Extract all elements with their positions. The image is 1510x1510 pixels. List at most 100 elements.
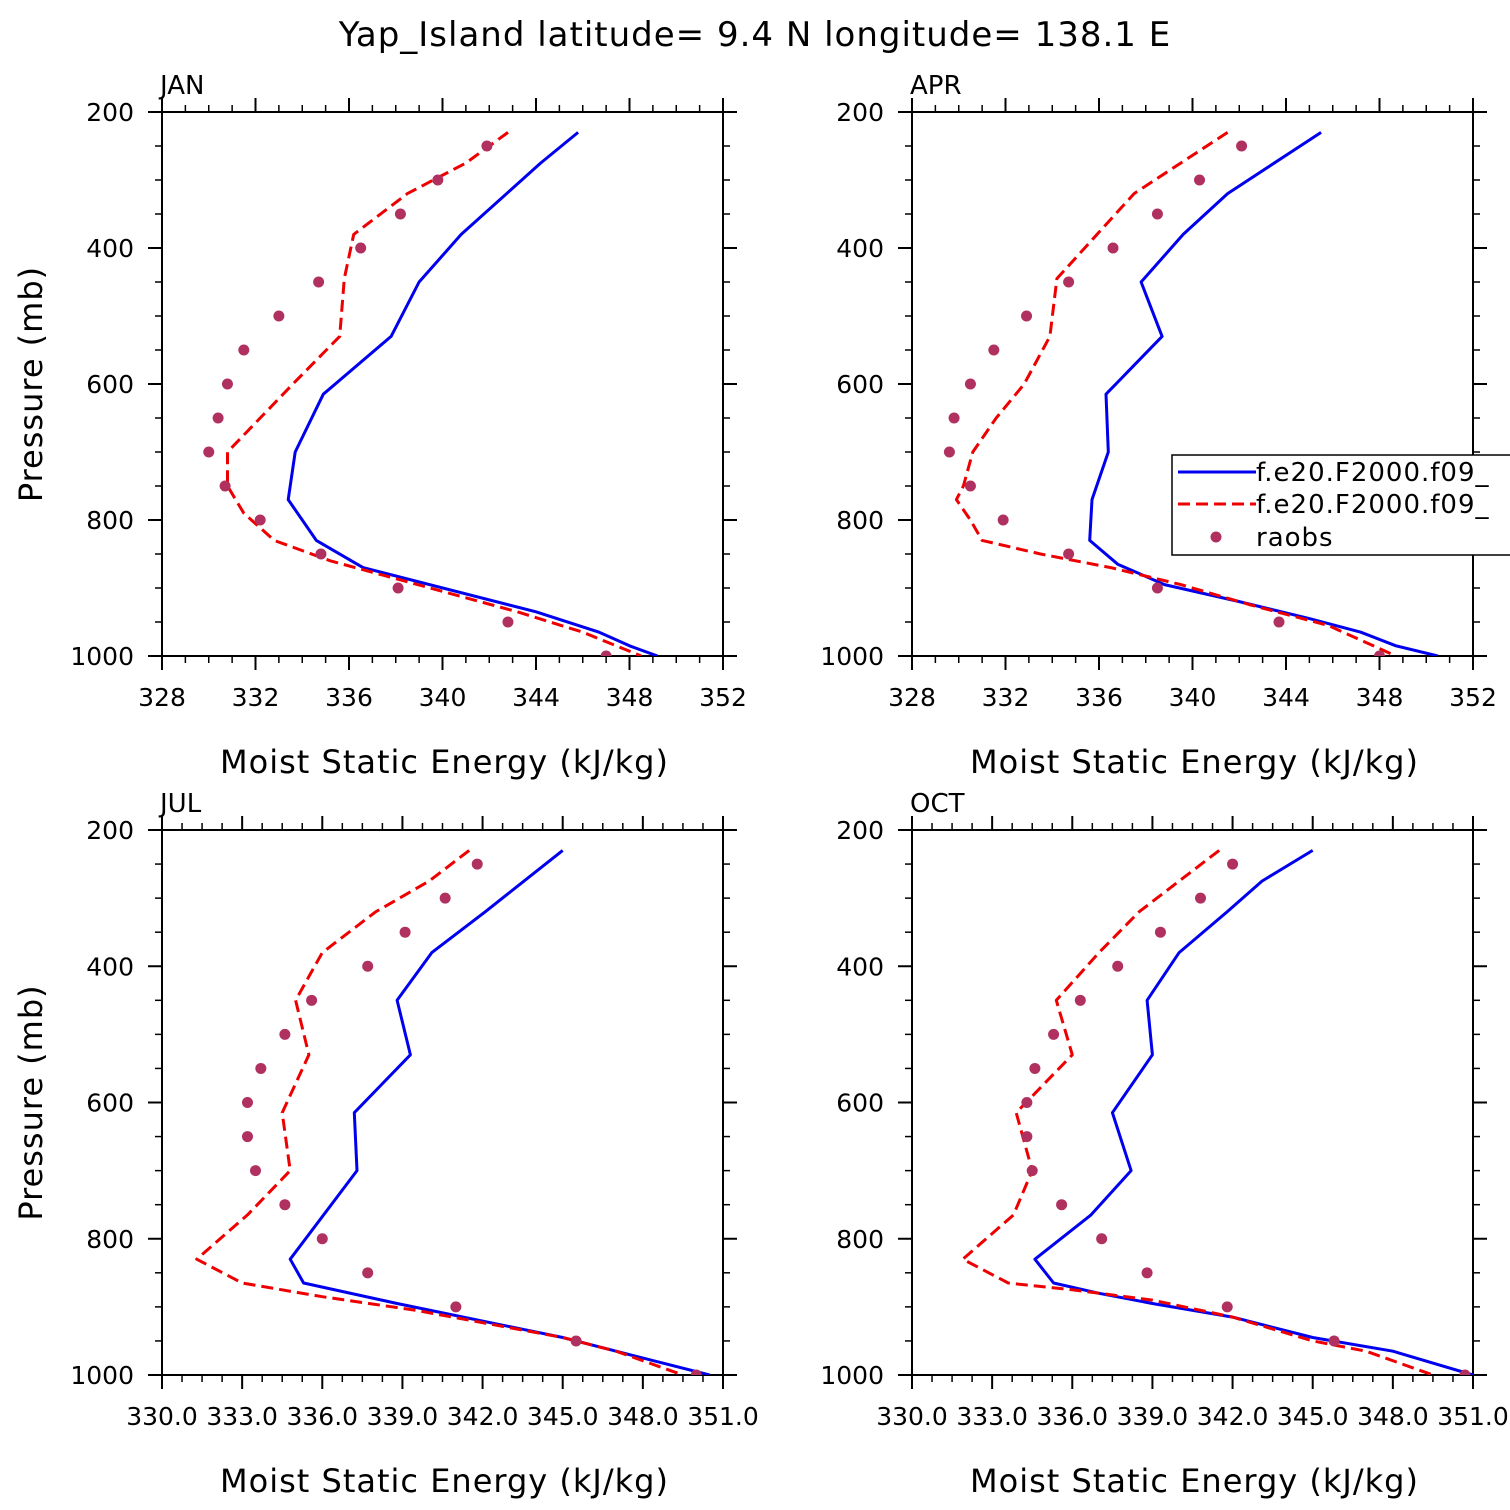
- x-tick-label: 351.0: [1437, 1402, 1509, 1431]
- raobs-point: [432, 174, 444, 186]
- raobs-point: [316, 1233, 328, 1245]
- y-tick-label: 1000: [70, 1361, 134, 1390]
- x-tick-label: 348: [606, 683, 654, 712]
- series-line-solid: [1033, 849, 1473, 1375]
- x-tick-label: 342.0: [447, 1402, 519, 1431]
- raobs-point: [1227, 858, 1239, 870]
- y-tick-label: 800: [86, 506, 134, 535]
- raobs-point: [1221, 1301, 1233, 1313]
- raobs-point: [1021, 310, 1033, 322]
- data-layer: [203, 131, 659, 656]
- raobs-point: [1021, 1097, 1033, 1108]
- x-tick-label: 339.0: [367, 1402, 439, 1431]
- x-tick-label: 336.0: [286, 1402, 358, 1431]
- y-tick-label: 1000: [70, 642, 134, 671]
- x-tick-label: 352: [1449, 683, 1497, 712]
- x-tick-label: 351.0: [687, 1402, 759, 1431]
- y-tick-label: 1000: [820, 1361, 884, 1390]
- x-tick-label: 344: [1262, 683, 1310, 712]
- plot-frame: [161, 111, 724, 657]
- panel-oct: OCT 330.0 333.0 336.0 339.0 342.0 345.0 348.0 35…: [820, 789, 1508, 1500]
- series-line-solid: [286, 131, 659, 656]
- raobs-point: [279, 1028, 291, 1040]
- raobs-point: [315, 548, 327, 560]
- x-tick-label: 345.0: [1277, 1402, 1349, 1431]
- raobs-point: [943, 446, 955, 458]
- raobs-point: [1048, 1028, 1060, 1040]
- x-tick-label: 340: [419, 683, 467, 712]
- legend-label-dashed: f.e20.F2000.f09_: [1256, 490, 1490, 520]
- y-tick-label: 200: [836, 98, 884, 127]
- raobs-point: [392, 582, 404, 594]
- y-axis-title: Pressure (mb): [12, 266, 50, 502]
- raobs-point: [241, 1097, 253, 1108]
- raobs-point: [1029, 1062, 1041, 1074]
- series-line-solid: [288, 849, 710, 1375]
- panel-title: APR: [910, 71, 962, 101]
- raobs-point: [1194, 174, 1206, 186]
- legend-label-raobs: raobs: [1256, 523, 1334, 553]
- raobs-point: [439, 892, 451, 904]
- raobs-point: [1026, 1165, 1038, 1177]
- raobs-point: [481, 140, 493, 152]
- y-tick-label: 1000: [820, 642, 884, 671]
- y-tick-label: 200: [86, 816, 134, 845]
- raobs-point: [254, 514, 266, 526]
- y-tick-label: 600: [836, 370, 884, 399]
- x-tick-label: 336: [1075, 683, 1123, 712]
- x-tick-label: 328: [888, 683, 936, 712]
- raobs-point: [1151, 582, 1163, 594]
- raobs-point: [273, 310, 285, 322]
- x-tick-label: 344: [512, 683, 560, 712]
- x-tick-label: 330.0: [126, 1402, 198, 1431]
- raobs-point: [399, 926, 411, 938]
- raobs-point: [219, 480, 231, 492]
- x-tick-label: 339.0: [1117, 1402, 1189, 1431]
- figure-title: Yap_Island latitude= 9.4 N longitude= 13…: [338, 15, 1171, 55]
- y-tick-label: 600: [836, 1089, 884, 1118]
- raobs-point: [1063, 548, 1075, 560]
- raobs-point: [502, 616, 514, 628]
- raobs-point: [394, 208, 406, 220]
- y-tick-label: 600: [86, 370, 134, 399]
- x-tick-label: 352: [699, 683, 747, 712]
- raobs-point: [306, 994, 318, 1006]
- raobs-point: [279, 1199, 291, 1211]
- y-tick-label: 200: [836, 816, 884, 845]
- x-tick-label: 333.0: [956, 1402, 1028, 1431]
- legend-swatch-dots: [1210, 531, 1222, 543]
- raobs-point: [1374, 650, 1385, 656]
- y-axis-title: Pressure (mb): [12, 984, 50, 1220]
- raobs-point: [1154, 926, 1166, 938]
- series-line-dashed: [195, 849, 684, 1375]
- data-layer: [195, 849, 710, 1375]
- series-line-dashed: [954, 131, 1397, 656]
- x-axis-title: Moist Static Energy (kJ/kg): [220, 1462, 669, 1500]
- panel-jan: JAN 328 332 336 340 344 348 352 200 400 600 800 1000…: [12, 71, 747, 781]
- x-tick-label: 345.0: [527, 1402, 599, 1431]
- raobs-point: [362, 1267, 374, 1279]
- raobs-point: [1236, 140, 1248, 152]
- raobs-point: [250, 1165, 261, 1177]
- y-tick-label: 600: [86, 1089, 134, 1118]
- raobs-point: [1141, 1267, 1153, 1279]
- raobs-point: [212, 412, 224, 424]
- x-tick-label: 342.0: [1197, 1402, 1269, 1431]
- y-tick-label: 400: [86, 952, 134, 981]
- raobs-point: [203, 446, 215, 458]
- panel-title: JAN: [158, 71, 204, 101]
- x-tick-label: 333.0: [206, 1402, 278, 1431]
- raobs-point: [313, 276, 325, 288]
- raobs-point: [1056, 1199, 1068, 1211]
- x-axis-title: Moist Static Energy (kJ/kg): [970, 1462, 1419, 1500]
- series-line-dashed: [961, 849, 1434, 1375]
- raobs-point: [1063, 276, 1075, 288]
- plot-frame: [911, 829, 1474, 1376]
- raobs-point: [450, 1301, 462, 1313]
- raobs-point: [221, 378, 233, 390]
- x-tick-label: 348.0: [1357, 1402, 1429, 1431]
- series-line-solid: [1088, 131, 1439, 656]
- panel-title: OCT: [910, 789, 965, 819]
- raobs-point: [1273, 616, 1285, 628]
